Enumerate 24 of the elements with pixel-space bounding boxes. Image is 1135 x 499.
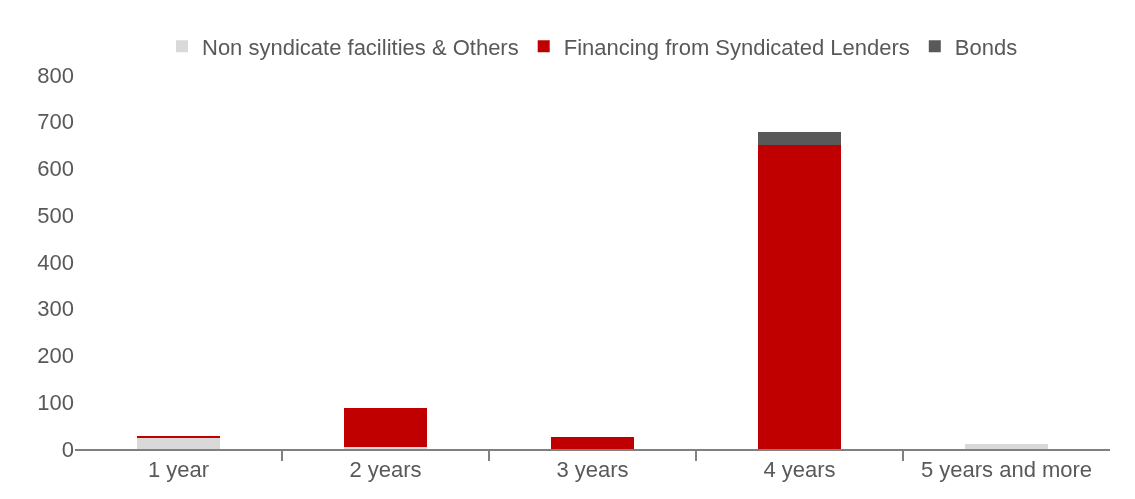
y-tick-label: 800 xyxy=(37,62,74,88)
bar xyxy=(551,436,634,449)
y-tick-label: 200 xyxy=(37,343,74,369)
bar xyxy=(137,435,220,438)
y-tick-label: 600 xyxy=(37,156,74,182)
x-tick-label: 1 year xyxy=(147,457,210,483)
x-tick-label: 4 years xyxy=(763,457,836,483)
y-tick-label: 0 xyxy=(61,436,74,462)
y-tick-label: 100 xyxy=(37,389,74,415)
bar xyxy=(137,437,220,449)
bar xyxy=(344,407,427,448)
bar xyxy=(965,443,1048,449)
bar xyxy=(758,145,841,449)
legend-label: Non syndicate facilities & Others xyxy=(202,34,519,60)
x-tick-label: 3 years xyxy=(556,457,629,483)
bar xyxy=(758,132,841,146)
y-tick-label: 400 xyxy=(37,249,74,275)
x-tick-label: 2 years xyxy=(349,457,422,483)
legend-label: Bonds xyxy=(954,34,1018,60)
y-tick-label: 300 xyxy=(37,296,74,322)
x-tick-label: 5 years and more xyxy=(920,457,1093,483)
y-tick-label: 500 xyxy=(37,202,74,228)
y-tick-label: 700 xyxy=(37,109,74,135)
legend-label: Financing from Syndicated Lenders xyxy=(563,34,910,60)
